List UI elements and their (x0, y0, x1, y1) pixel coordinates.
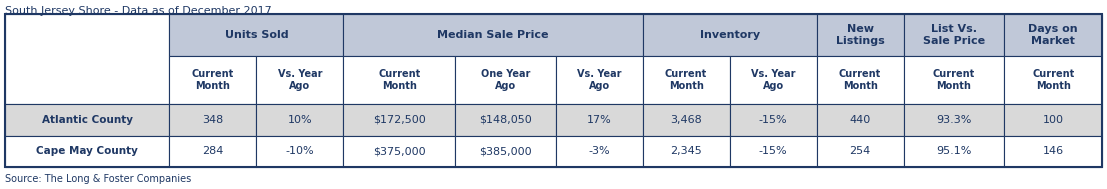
Text: 2,345: 2,345 (670, 146, 702, 156)
Text: Days on
Market: Days on Market (1028, 24, 1078, 46)
Bar (903, 104, 1004, 136)
Text: 95.1%: 95.1% (937, 146, 972, 156)
Text: -15%: -15% (758, 115, 787, 125)
Bar (6, 136, 169, 167)
Bar (817, 56, 903, 104)
Bar (643, 56, 730, 104)
Bar (903, 136, 1004, 167)
Text: 10%: 10% (288, 115, 312, 125)
Text: 254: 254 (849, 146, 871, 156)
Text: 348: 348 (203, 115, 224, 125)
Bar (643, 136, 730, 167)
Bar (556, 104, 643, 136)
Text: 3,468: 3,468 (670, 115, 702, 125)
Text: List Vs.
Sale Price: List Vs. Sale Price (923, 24, 985, 46)
Bar (169, 56, 257, 104)
Bar (730, 56, 817, 104)
Text: -15%: -15% (758, 146, 787, 156)
Bar (903, 56, 1004, 104)
Text: Median Sale Price: Median Sale Price (437, 30, 549, 40)
Text: Vs. Year
Ago: Vs. Year Ago (577, 69, 621, 91)
Text: Inventory: Inventory (700, 30, 759, 40)
Bar (1004, 104, 1101, 136)
Text: Current
Month: Current Month (192, 69, 234, 91)
Text: New
Listings: New Listings (836, 24, 884, 46)
Text: South Jersey Shore - Data as of December 2017: South Jersey Shore - Data as of December… (6, 6, 271, 16)
Bar (1004, 56, 1101, 104)
Bar (169, 14, 343, 56)
Bar (730, 104, 817, 136)
Text: Units Sold: Units Sold (225, 30, 288, 40)
Text: 146: 146 (1043, 146, 1064, 156)
Bar (455, 104, 556, 136)
Bar (343, 14, 643, 56)
Bar (169, 136, 257, 167)
Bar (257, 136, 343, 167)
Bar (730, 136, 817, 167)
Bar (556, 56, 643, 104)
Bar (6, 104, 169, 136)
Text: 284: 284 (203, 146, 224, 156)
Bar (817, 104, 903, 136)
Bar (1004, 14, 1101, 56)
Bar (169, 104, 257, 136)
Text: 17%: 17% (587, 115, 611, 125)
Bar (343, 136, 455, 167)
Text: Current
Month: Current Month (665, 69, 707, 91)
Text: Vs. Year
Ago: Vs. Year Ago (278, 69, 322, 91)
Text: Current
Month: Current Month (839, 69, 881, 91)
Text: -3%: -3% (588, 146, 610, 156)
Text: Current
Month: Current Month (377, 69, 421, 91)
Text: Atlantic County: Atlantic County (42, 115, 133, 125)
Bar (6, 14, 1101, 167)
Text: 100: 100 (1043, 115, 1064, 125)
Text: Cape May County: Cape May County (37, 146, 138, 156)
Text: Vs. Year
Ago: Vs. Year Ago (751, 69, 795, 91)
Bar (643, 14, 817, 56)
Text: $172,500: $172,500 (373, 115, 425, 125)
Text: Current
Month: Current Month (1032, 69, 1074, 91)
Bar (343, 56, 455, 104)
Bar (6, 14, 169, 104)
Bar (817, 14, 903, 56)
Text: 440: 440 (849, 115, 871, 125)
Text: $385,000: $385,000 (479, 146, 531, 156)
Bar (257, 104, 343, 136)
Bar (817, 136, 903, 167)
Bar (455, 56, 556, 104)
Text: 93.3%: 93.3% (937, 115, 972, 125)
Bar (343, 104, 455, 136)
Bar (257, 56, 343, 104)
Bar (1004, 136, 1101, 167)
Text: $375,000: $375,000 (373, 146, 425, 156)
Text: -10%: -10% (286, 146, 314, 156)
Text: One Year
Ago: One Year Ago (480, 69, 530, 91)
Bar (556, 136, 643, 167)
Bar (903, 14, 1004, 56)
Text: $148,050: $148,050 (479, 115, 531, 125)
Text: Current
Month: Current Month (933, 69, 975, 91)
Bar (643, 104, 730, 136)
Text: Source: The Long & Foster Companies: Source: The Long & Foster Companies (6, 174, 192, 184)
Bar (455, 136, 556, 167)
